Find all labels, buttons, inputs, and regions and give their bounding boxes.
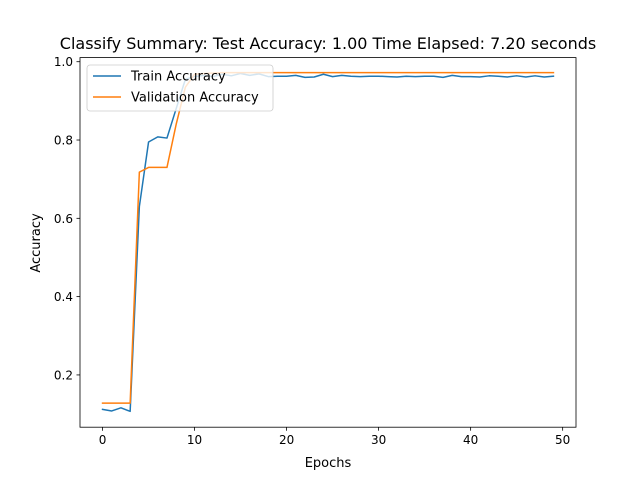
x-tick-label: 20 xyxy=(279,433,294,447)
axes-frame xyxy=(79,57,577,428)
y-tick-label: 0.6 xyxy=(54,212,73,226)
y-axis-label: Accuracy xyxy=(29,213,44,273)
x-tick-label: 50 xyxy=(555,433,570,447)
y-tick-label: 0.4 xyxy=(54,290,73,304)
x-tick-label: 30 xyxy=(371,433,386,447)
y-tick-label: 1.0 xyxy=(54,55,73,69)
legend-label-train-accuracy: Train Accuracy xyxy=(130,70,226,85)
y-tick-label: 0.8 xyxy=(54,134,73,148)
x-tick-label: 0 xyxy=(99,433,107,447)
chart-title: Classify Summary: Test Accuracy: 1.00 Ti… xyxy=(60,34,596,53)
legend-box xyxy=(86,64,274,112)
series-line-validation-accuracy xyxy=(101,71,555,404)
x-tick-label: 10 xyxy=(187,433,202,447)
x-tick-label: 40 xyxy=(463,433,478,447)
legend-label-validation-accuracy: Validation Accuracy xyxy=(131,91,259,106)
legend: Train Accuracy Validation Accuracy xyxy=(86,64,274,112)
x-axis-label: Epochs xyxy=(305,456,352,471)
y-tick-label: 0.2 xyxy=(54,368,73,382)
